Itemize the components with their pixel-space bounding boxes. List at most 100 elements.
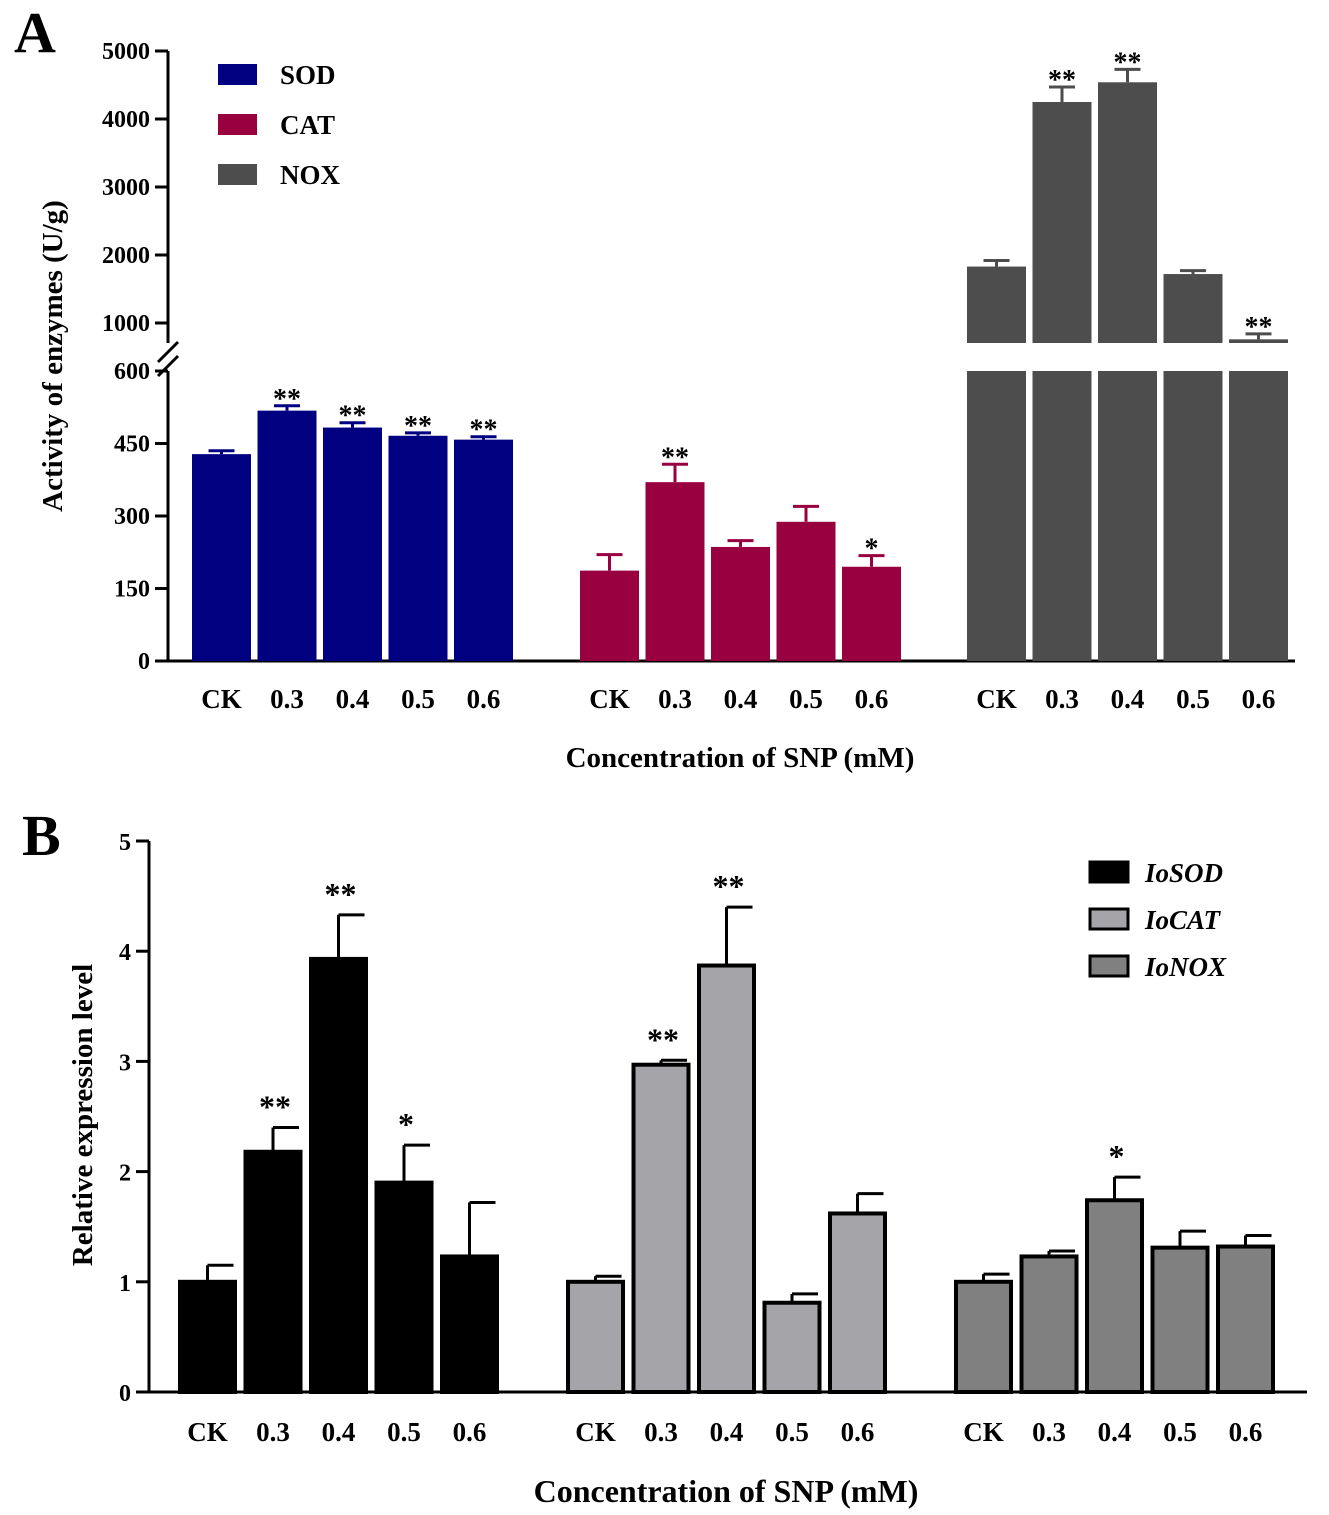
legend-label: IoSOD	[1144, 858, 1223, 888]
legend-swatch	[1088, 954, 1130, 978]
bar-upper-segment	[1098, 82, 1157, 343]
bar	[842, 566, 901, 661]
y-tick-label: 2000	[102, 243, 150, 269]
y-tick-label: 1000	[102, 311, 150, 337]
x-tick-label: 0.4	[336, 684, 370, 714]
significance-label: **	[404, 411, 432, 442]
significance-label: **	[1245, 312, 1273, 343]
significance-label: **	[647, 1021, 679, 1057]
significance-label: **	[273, 384, 301, 415]
bar	[454, 439, 513, 661]
y-tick-label: 3	[119, 1050, 131, 1076]
legend-swatch	[1088, 860, 1130, 884]
significance-label: *	[865, 534, 879, 565]
legend-swatch	[218, 114, 257, 135]
x-axis-title: Concentration of SNP (mM)	[534, 1473, 919, 1509]
x-tick-label: CK	[976, 684, 1017, 714]
significance-label: **	[259, 1089, 291, 1125]
bar-lower-segment	[1032, 371, 1092, 661]
bar	[631, 1062, 691, 1395]
x-tick-label: 0.6	[841, 1417, 875, 1447]
bar	[178, 1279, 237, 1395]
panel-a-chart: A 1000 2000 3000 4000 5000 0 150 300 450 600 CK ** 0.…	[14, 0, 1295, 774]
axis-break-mark	[156, 354, 180, 378]
bar	[645, 482, 705, 661]
y-tick-label: 450	[114, 432, 150, 458]
x-tick-label: 0.5	[789, 684, 823, 714]
significance-label: *	[398, 1106, 414, 1142]
significance-label: *	[1109, 1138, 1125, 1174]
x-tick-label: 0.6	[1229, 1417, 1263, 1447]
x-tick-label: 0.3	[1045, 684, 1079, 714]
bar	[566, 1279, 625, 1395]
bar-lower-segment	[967, 371, 1026, 661]
y-tick-label: 5	[119, 830, 131, 856]
x-tick-label: 0.3	[270, 684, 304, 714]
bar	[1019, 1254, 1079, 1394]
bar	[1216, 1244, 1275, 1395]
x-tick-label: CK	[589, 684, 630, 714]
y-tick-label: 0	[119, 1381, 131, 1407]
significance-label: **	[1048, 65, 1076, 96]
bar	[1150, 1245, 1210, 1394]
bar	[1085, 1198, 1144, 1394]
x-tick-label: 0.5	[1176, 684, 1210, 714]
bar	[257, 410, 317, 661]
bar-upper-segment	[1229, 339, 1288, 343]
significance-label: **	[661, 442, 689, 473]
y-axis-title: Relative expression level	[67, 964, 99, 1266]
bar	[828, 1211, 887, 1394]
bar	[697, 963, 756, 1394]
x-tick-label: 0.5	[401, 684, 435, 714]
x-tick-label: 0.5	[775, 1417, 809, 1447]
x-tick-label: 0.5	[387, 1417, 421, 1447]
significance-label: **	[325, 876, 357, 912]
bar-lower-segment	[1098, 371, 1157, 661]
bar	[243, 1149, 303, 1395]
legend-swatch	[218, 164, 257, 185]
y-tick-label: 150	[114, 577, 150, 603]
bar	[954, 1279, 1013, 1395]
bar	[309, 956, 368, 1394]
x-tick-label: 0.6	[855, 684, 889, 714]
axis-break-mark	[156, 340, 180, 364]
panel-b-letter: B	[22, 803, 61, 868]
x-tick-label: 0.6	[1242, 684, 1276, 714]
bar	[711, 546, 770, 661]
bar	[762, 1300, 822, 1395]
x-tick-label: 0.4	[724, 684, 758, 714]
bar	[388, 435, 448, 661]
significance-label: **	[470, 415, 498, 446]
legend-label: NOX	[280, 160, 341, 190]
x-tick-label: 0.3	[1032, 1417, 1066, 1447]
y-tick-label: 300	[114, 504, 150, 530]
legend-label: SOD	[280, 60, 336, 90]
bar	[192, 454, 251, 661]
significance-label: **	[1114, 47, 1142, 78]
significance-label: **	[713, 868, 745, 904]
bar	[374, 1180, 434, 1394]
y-tick-label: 0	[138, 649, 150, 675]
y-axis-title: Activity of enzymes (U/g)	[37, 200, 69, 512]
x-tick-label: 0.4	[322, 1417, 356, 1447]
legend-label: IoNOX	[1144, 952, 1227, 982]
bar	[323, 427, 382, 661]
x-tick-label: 0.6	[467, 684, 501, 714]
bar-lower-segment	[1229, 371, 1288, 661]
bar	[580, 570, 639, 661]
x-tick-label: 0.4	[1098, 1417, 1132, 1447]
x-tick-label: CK	[187, 1417, 228, 1447]
bar-lower-segment	[1163, 371, 1223, 661]
bar	[776, 521, 836, 661]
legend-label: IoCAT	[1144, 905, 1222, 935]
bar	[440, 1254, 499, 1394]
legend-label: CAT	[280, 110, 335, 140]
x-tick-label: CK	[201, 684, 242, 714]
y-tick-label: 4000	[102, 107, 150, 133]
panel-b-chart: B 0 1 2 3 4 5 CK ** 0.3 ** 0.4 * 0.5 0.6 CK ** 0.3 ** 0.4 0.…	[22, 803, 1307, 1509]
y-tick-label: 600	[114, 359, 150, 385]
y-tick-label: 2	[119, 1161, 131, 1187]
x-tick-label: 0.4	[1111, 684, 1145, 714]
x-axis-title: Concentration of SNP (mM)	[566, 742, 915, 774]
y-tick-label: 1	[119, 1271, 131, 1297]
